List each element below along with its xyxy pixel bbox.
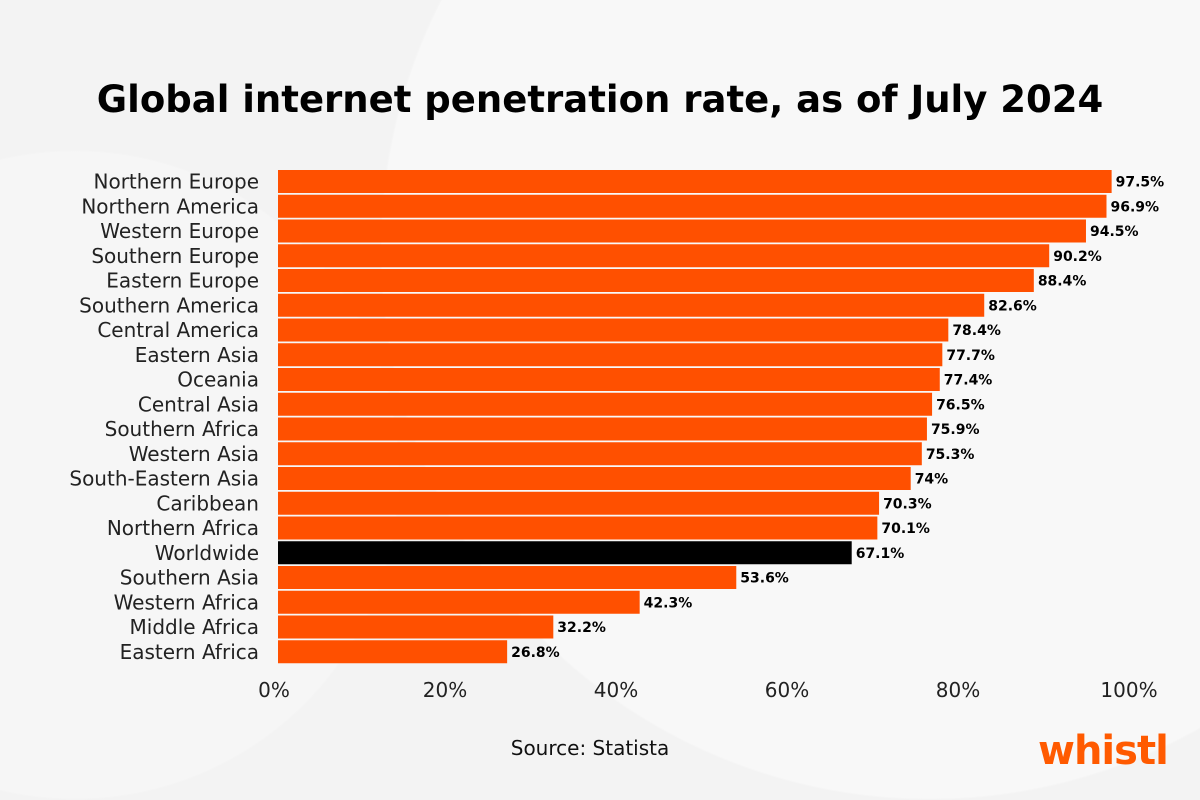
category-label: Northern Africa [107, 516, 259, 540]
category-label: Southern America [79, 293, 259, 317]
bar [278, 318, 949, 342]
bar [278, 442, 922, 466]
data-label: 88.4% [1038, 274, 1087, 290]
bar [278, 343, 943, 367]
data-label: 77.7% [946, 348, 995, 364]
bar [278, 640, 508, 664]
category-label: Middle Africa [130, 615, 259, 639]
data-label: 53.6% [740, 571, 789, 587]
category-label: Western Africa [114, 590, 259, 614]
bar [278, 293, 985, 317]
data-label: 90.2% [1053, 249, 1102, 265]
data-label: 96.9% [1110, 199, 1159, 215]
data-label: 75.3% [926, 447, 975, 463]
bar [278, 566, 737, 589]
data-label: 70.3% [883, 496, 932, 512]
bar [278, 467, 911, 490]
source-note: Source: Statista [510, 736, 670, 760]
category-label: Southern Africa [105, 417, 259, 441]
bar [278, 244, 1050, 268]
category-label: Central Asia [138, 392, 259, 416]
x-tick-label: 60% [765, 678, 809, 702]
bar [278, 541, 852, 565]
bar [278, 516, 878, 540]
data-label: 76.5% [936, 397, 985, 413]
x-tick-label: 0% [258, 678, 290, 702]
category-label: Caribbean [156, 491, 259, 515]
whistl-logo: whistl [1038, 728, 1169, 774]
category-label: Northern Europe [94, 170, 259, 194]
bar-chart: Northern Europe 97.5% Northern America 96.9… [69, 170, 1165, 703]
data-label: 67.1% [856, 546, 905, 562]
bar [278, 269, 1034, 292]
data-label: 70.1% [881, 521, 930, 537]
bar [278, 170, 1112, 193]
data-label: 32.2% [557, 620, 606, 636]
chart-title: Global internet penetration rate, as of … [96, 78, 1104, 121]
category-label: Eastern Europe [106, 269, 259, 293]
bar [278, 491, 880, 515]
category-label: Northern America [81, 194, 259, 218]
data-label: 75.9% [931, 422, 980, 438]
bar [278, 417, 927, 441]
data-label: 77.4% [944, 373, 993, 389]
data-label: 82.6% [988, 298, 1037, 314]
category-label: South-Eastern Asia [69, 467, 259, 491]
data-label: 97.5% [1116, 175, 1165, 191]
category-label: Worldwide [155, 541, 259, 565]
bar [278, 219, 1086, 243]
bar [278, 368, 940, 391]
category-label: Southern Asia [120, 566, 259, 590]
category-label: Central America [97, 318, 259, 342]
category-label: Western Asia [129, 442, 259, 466]
bar [278, 590, 640, 614]
x-tick-label: 40% [594, 678, 638, 702]
data-label: 74% [915, 472, 949, 488]
data-label: 42.3% [644, 595, 693, 611]
category-label: Eastern Africa [120, 640, 259, 664]
bar [278, 392, 933, 416]
data-label: 26.8% [511, 645, 560, 661]
category-label: Southern Europe [91, 244, 259, 268]
x-tick-label: 80% [936, 678, 980, 702]
bar [278, 615, 554, 639]
x-tick-label: 20% [423, 678, 467, 702]
data-label: 78.4% [952, 323, 1001, 339]
data-label: 94.5% [1090, 224, 1139, 240]
category-label: Eastern Asia [135, 343, 259, 367]
category-label: Oceania [177, 368, 259, 392]
x-tick-label: 100% [1100, 678, 1157, 702]
bar [278, 194, 1107, 218]
category-label: Western Europe [100, 219, 259, 243]
